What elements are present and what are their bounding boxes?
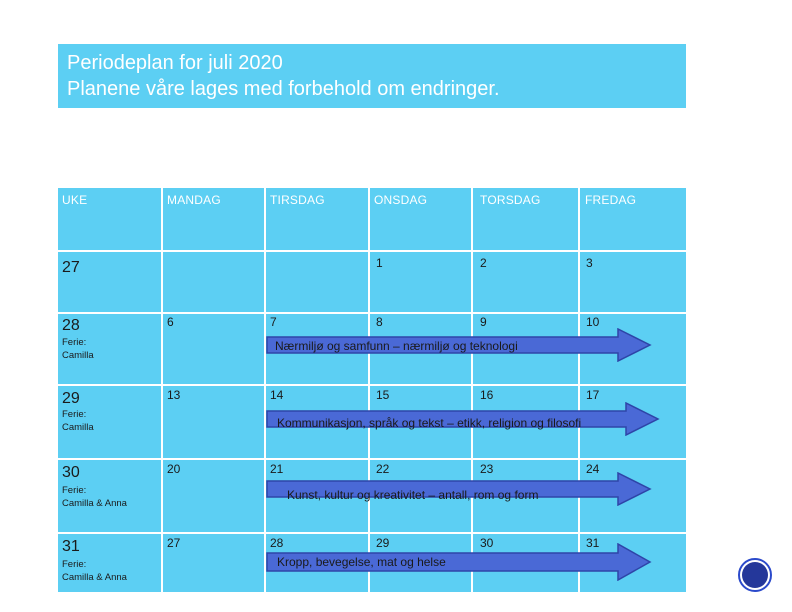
day-number: 10 [586, 315, 600, 329]
day-number: 24 [586, 462, 600, 476]
day-number: 15 [376, 388, 390, 402]
header-onsdag: ONSDAG [374, 193, 428, 207]
ferie-note: Ferie: Camilla [62, 409, 94, 433]
day-number: 20 [167, 462, 181, 476]
day-number: 30 [480, 536, 494, 550]
week-number: 31 [62, 538, 80, 555]
theme-arrow-1 [266, 328, 652, 362]
header-fredag: FREDAG [585, 193, 637, 207]
row-divider [58, 384, 686, 386]
row-divider [58, 532, 686, 534]
theme-arrow-2 [266, 402, 660, 436]
day-number: 13 [167, 388, 181, 402]
header-tirsdag: TIRSDAG [270, 193, 325, 207]
header-mandag: MANDAG [167, 193, 221, 207]
column-divider [368, 188, 370, 592]
title-line-2: Planene våre lages med forbehold om endr… [67, 78, 500, 100]
ferie-note: Ferie: Camilla & Anna [62, 559, 127, 583]
day-number: 8 [376, 315, 383, 329]
theme-label-3: Kunst, kultur og kreativitet – antall, r… [287, 488, 539, 502]
week-number: 30 [62, 464, 80, 481]
day-number: 27 [167, 536, 181, 550]
row-divider [58, 458, 686, 460]
calendar-grid: UKE MANDAG TIRSDAG ONSDAG TORSDAG FREDAG… [58, 188, 686, 592]
ferie-note: Ferie: Camilla [62, 337, 94, 361]
day-number: 21 [270, 462, 284, 476]
navigation-button[interactable] [738, 558, 772, 592]
theme-label-1: Nærmiljø og samfunn – nærmiljø og teknol… [275, 339, 518, 353]
title-box: Periodeplan for juli 2020 Planene våre l… [58, 44, 686, 108]
theme-label-2: Kommunikasjon, språk og tekst – etikk, r… [277, 416, 582, 430]
theme-arrow-4 [266, 543, 652, 581]
day-number: 29 [376, 536, 390, 550]
header-uke: UKE [62, 193, 88, 207]
row-divider [58, 250, 686, 252]
column-divider [578, 188, 580, 592]
day-number: 17 [586, 388, 600, 402]
week-number: 29 [62, 390, 80, 407]
theme-label-4: Kropp, bevegelse, mat og helse [277, 555, 446, 569]
day-number: 6 [167, 315, 174, 329]
day-number: 28 [270, 536, 284, 550]
day-number: 2 [480, 256, 487, 270]
week-number: 27 [62, 259, 80, 276]
day-number: 23 [480, 462, 494, 476]
day-number: 31 [586, 536, 600, 550]
column-divider [264, 188, 266, 592]
day-number: 14 [270, 388, 284, 402]
header-torsdag: TORSDAG [480, 193, 541, 207]
column-divider [471, 188, 473, 592]
navigation-icon [742, 562, 768, 588]
day-number: 9 [480, 315, 487, 329]
theme-arrow-3 [266, 472, 652, 506]
day-number: 3 [586, 256, 593, 270]
day-number: 22 [376, 462, 390, 476]
row-divider [58, 312, 686, 314]
week-number: 28 [62, 317, 80, 334]
title-line-1: Periodeplan for juli 2020 [67, 52, 283, 74]
day-number: 16 [480, 388, 494, 402]
ferie-note: Ferie: Camilla & Anna [62, 485, 127, 509]
day-number: 7 [270, 315, 277, 329]
day-number: 1 [376, 256, 383, 270]
column-divider [161, 188, 163, 592]
